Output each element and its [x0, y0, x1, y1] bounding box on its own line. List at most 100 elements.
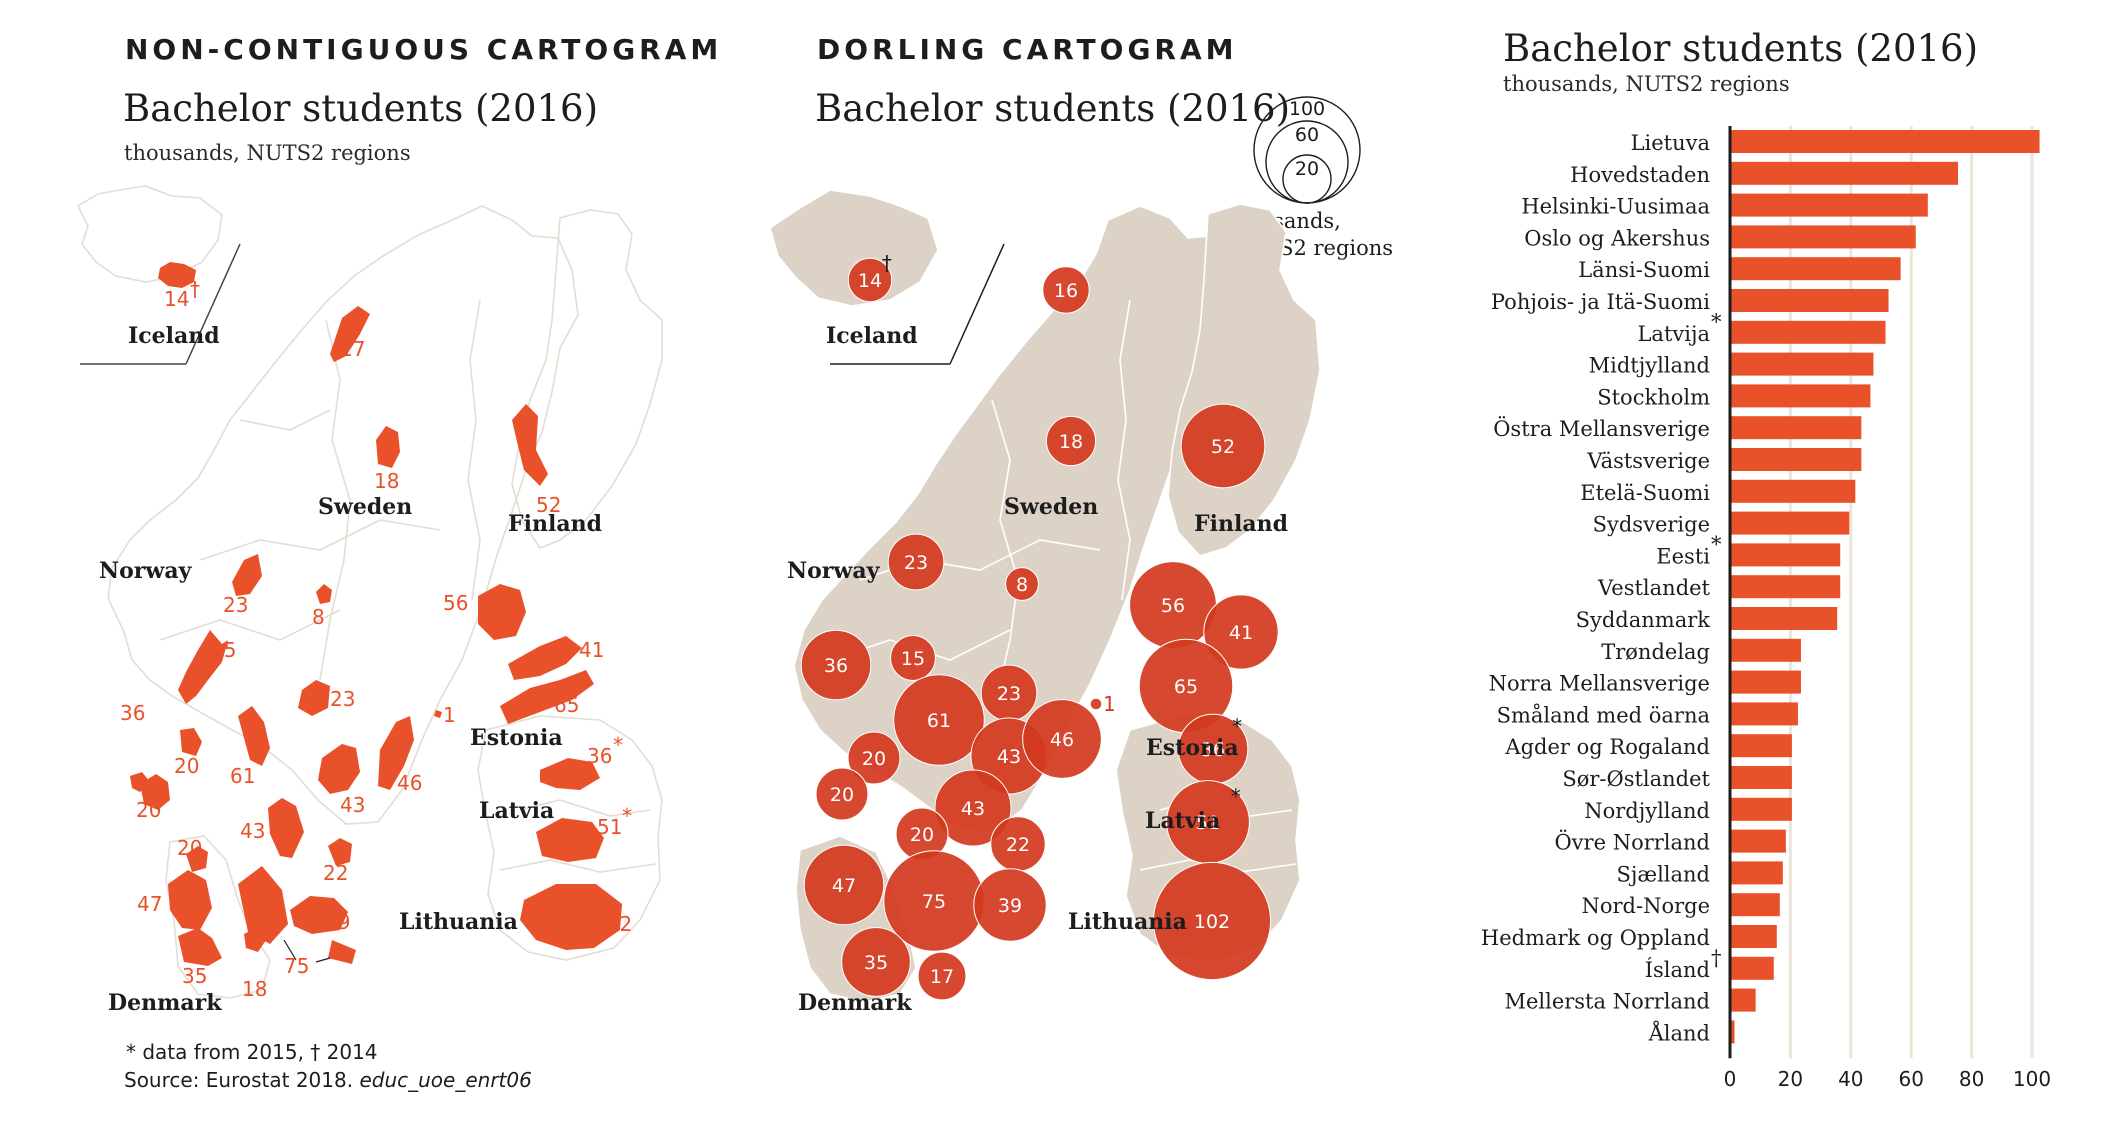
dorling-circle-group: 56 — [1129, 561, 1217, 649]
value-vestlandet-36: 36 — [120, 701, 145, 725]
category-label: Oslo og Akershus — [1524, 226, 1710, 250]
dorling-cartogram-panel: DORLING CARTOGRAM Bachelor students (201… — [760, 0, 1460, 1122]
dorling-circle-group: 23 — [980, 664, 1038, 722]
dorling-circle — [1045, 415, 1097, 467]
bar — [1731, 511, 1850, 535]
region-shape-eesti — [540, 758, 600, 790]
region-shape-trondelag — [232, 554, 262, 596]
label-lithuania: Lithuania — [399, 909, 518, 935]
bar — [1731, 766, 1792, 789]
bar — [1731, 257, 1901, 281]
dorling-circle-group: 20 — [847, 731, 901, 785]
category-marker: † — [1711, 946, 1722, 970]
label-denmark: Denmark — [108, 990, 222, 1016]
dorling-circle-label: 23 — [904, 552, 928, 574]
category-label: Latvija — [1637, 322, 1710, 346]
map-outline — [76, 185, 663, 999]
source-code: educ_uoe_enrt06 — [359, 1068, 532, 1092]
dorling-circle-group: 8 — [1005, 567, 1039, 601]
x-tick-label: 40 — [1838, 1067, 1863, 1091]
dorling-circle-label: 36 — [824, 655, 848, 677]
bar — [1731, 289, 1889, 312]
category-label: Småland med öarna — [1497, 703, 1710, 727]
value-agder: 20 — [136, 798, 161, 822]
x-tick-label: 100 — [2013, 1067, 2051, 1091]
dorling-circle-group: 75 — [883, 850, 985, 952]
category-label: Mellersta Norrland — [1504, 990, 1710, 1014]
region-shape-midtjylland — [168, 870, 212, 930]
region-shape-lansi-suomi — [478, 584, 526, 640]
label-iceland: Iceland — [128, 323, 220, 349]
mid-map: 100 60 20 14† 16 18 52 23 8 56 41 36 15 23 65 1 61 43 4… — [769, 96, 1361, 1016]
dorling-circle-label: 15 — [901, 648, 925, 670]
region-shape-stockholm — [378, 716, 414, 790]
value-ostra-mellansverige: 43 — [340, 793, 365, 817]
value-stockholm: 46 — [397, 771, 422, 795]
category-marker: * — [1711, 310, 1722, 334]
category-label: Lietuva — [1631, 131, 1710, 155]
mid-label-sweden: Sweden — [1004, 494, 1098, 520]
mid-kicker: DORLING CARTOGRAM — [817, 33, 1238, 66]
value-ita-suomi: 41 — [579, 638, 604, 662]
dorling-circle-group: 14† — [847, 251, 893, 303]
dorling-circle — [934, 769, 1012, 847]
label-finland: Finland — [508, 511, 602, 537]
value-hedmark: 20 — [174, 754, 199, 778]
dorling-circle — [847, 257, 893, 303]
bar — [1731, 448, 1862, 471]
bar — [1731, 1020, 1735, 1044]
region-shape-aland — [434, 710, 442, 718]
value-sydsverige: 39 — [325, 910, 350, 934]
iceland-separator — [185, 243, 241, 365]
dorling-circle-group: 17 — [917, 951, 967, 1001]
dorling-circle-group: 52 — [1180, 403, 1266, 489]
value-latvija: 51 — [597, 815, 622, 839]
region-shape-ovre-norrland — [376, 426, 400, 468]
value-sjaelland: 18 — [242, 977, 267, 1001]
dorling-circle-group: 43 — [934, 769, 1012, 847]
category-label: Nordjylland — [1584, 799, 1710, 823]
category-marker: * — [1711, 532, 1722, 556]
value-norra-mellansverige: 23 — [330, 687, 355, 711]
category-label: Hedmark og Oppland — [1481, 926, 1710, 950]
bar-chart: Lietuva Hovedstaden Helsinki-Uusimaa Oslo o… — [1481, 126, 2051, 1091]
non-contiguous-cartogram-panel: NON-CONTIGUOUS CARTOGRAM Bachelor studen… — [0, 0, 760, 1122]
land-iceland — [769, 189, 939, 307]
dorling-circle-label: 36 — [1201, 739, 1225, 761]
dorling-circle-label: 41 — [1229, 622, 1253, 644]
region-shape-bornholm — [328, 940, 356, 964]
dorling-circle-group: 41 — [1203, 594, 1279, 670]
category-label: Norra Mellansverige — [1489, 672, 1710, 696]
region-shape-oslo-akershus — [238, 706, 270, 766]
bar — [1731, 130, 2040, 153]
bar — [1731, 225, 1916, 249]
bar — [1731, 925, 1777, 948]
region-shape-pohjois — [512, 404, 548, 486]
legend-circle-20 — [1282, 154, 1332, 204]
dorling-circle-group: 35 — [841, 927, 911, 997]
dorling-circle-label: 20 — [910, 824, 934, 846]
dorling-circle-label: 75 — [922, 891, 946, 913]
category-label: Agder og Rogaland — [1504, 735, 1710, 759]
dorling-circle-group: 46 — [1022, 699, 1102, 779]
mid-title: Bachelor students (2016) — [815, 87, 1291, 130]
bar — [1731, 607, 1838, 630]
mid-label-estonia: Estonia — [1146, 735, 1239, 761]
region-shape-sjaelland — [244, 928, 266, 952]
source-prefix: Source: Eurostat 2018. — [124, 1068, 360, 1092]
x-tick-label: 20 — [1778, 1067, 1803, 1091]
value-lietuva: 102 — [594, 912, 632, 936]
dorling-circle-label: 47 — [832, 875, 856, 897]
dorling-circle-label: 20 — [862, 748, 886, 770]
dorling-circle-group: 20 — [815, 767, 869, 821]
dorling-circle-label: 1 — [1103, 692, 1116, 716]
region-shape-nord-norge — [330, 306, 370, 362]
value-ovre-norrland: 18 — [374, 469, 399, 493]
bar — [1731, 575, 1841, 599]
dorling-circle-group: 39 — [973, 868, 1047, 942]
region-shape-syddanmark — [178, 928, 222, 966]
dorling-circle-marker: * — [1232, 714, 1242, 738]
dorling-circle — [847, 731, 901, 785]
region-shape-smaland — [328, 838, 352, 866]
bar — [1731, 161, 1958, 185]
